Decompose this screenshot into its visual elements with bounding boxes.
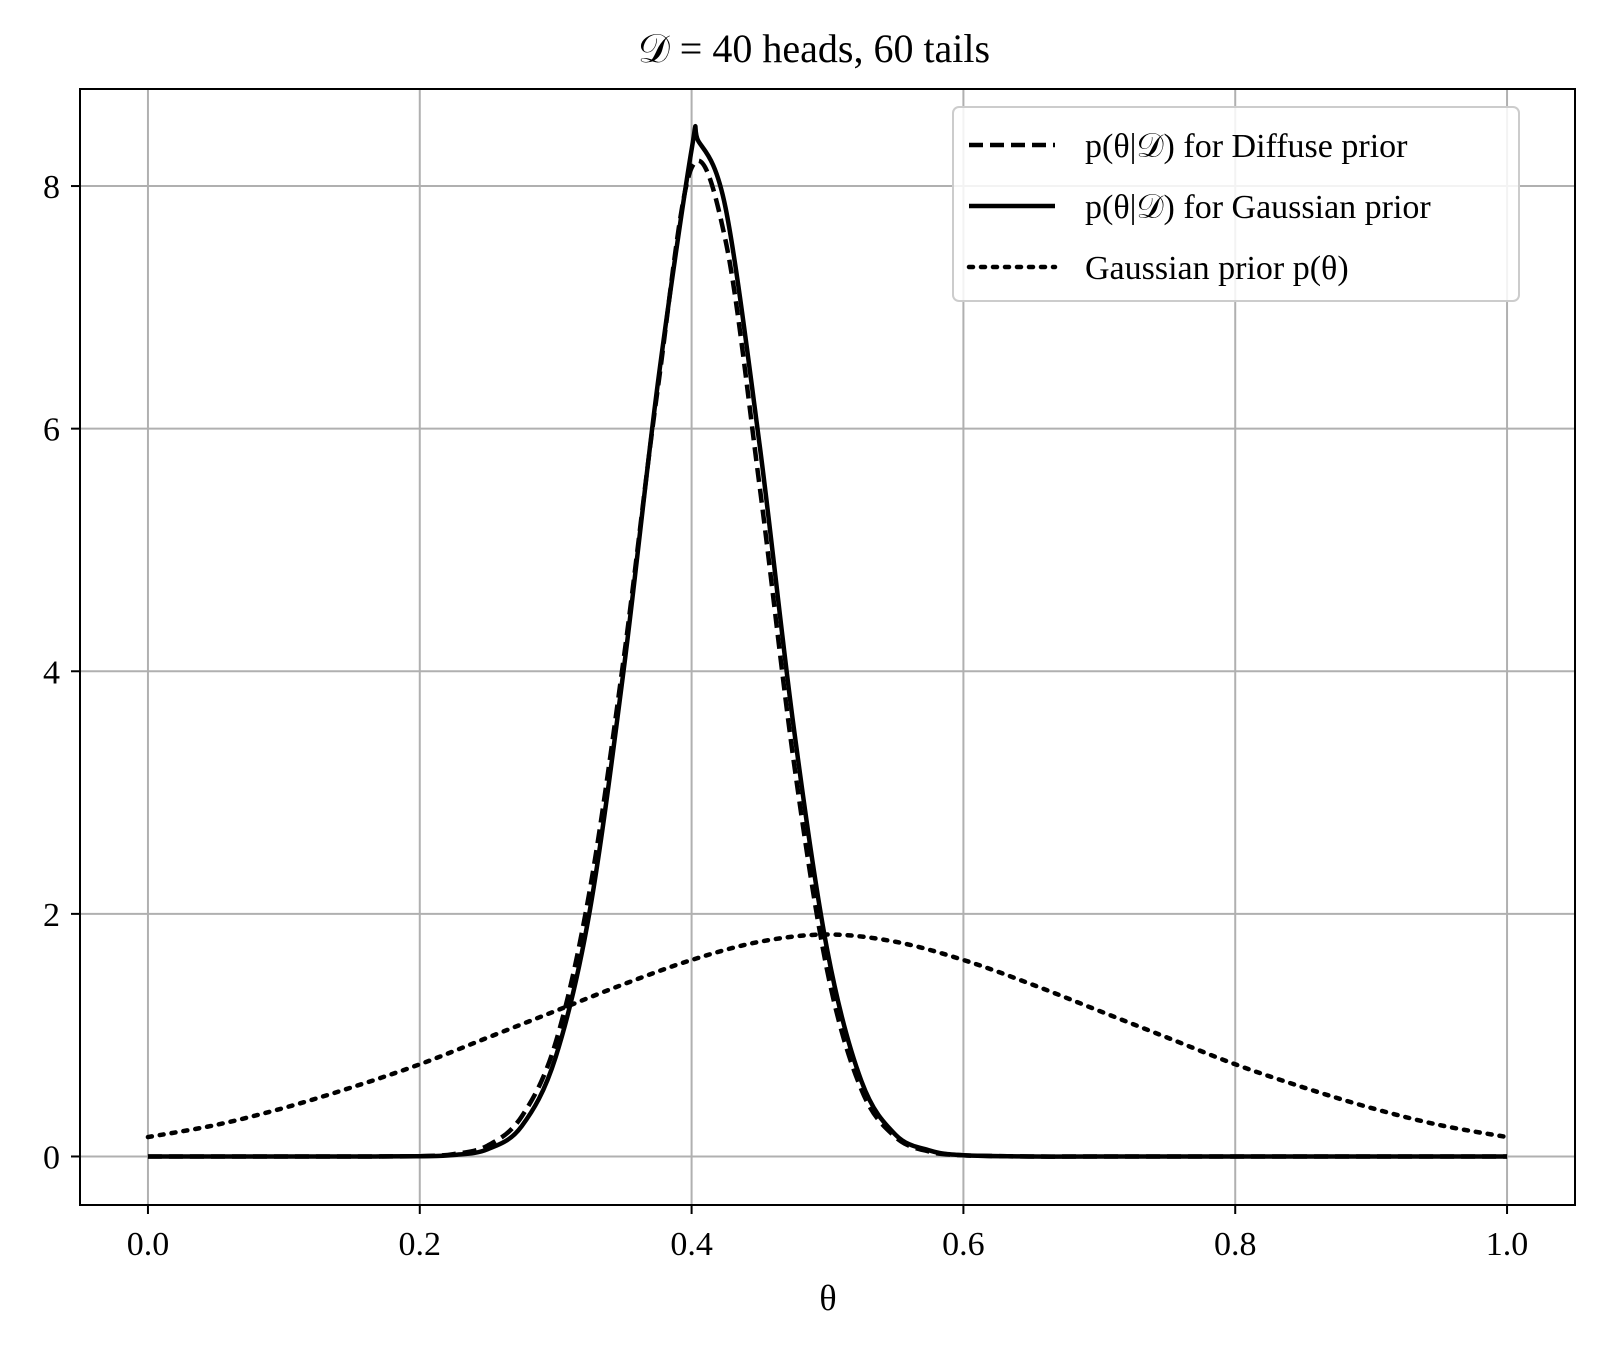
series-layer [145, 123, 1510, 1159]
plot-area-frame [79, 88, 1576, 1206]
legend-label-gaussian-prior-p: Gaussian prior p(θ) [1085, 250, 1349, 287]
x-tick-label: 0.0 [127, 1226, 170, 1263]
x-tick-label: 1.0 [1486, 1226, 1529, 1263]
series-line-dotted [145, 932, 1510, 1140]
chart-title: 𝒟 = 40 heads, 60 tails [638, 26, 990, 71]
y-tick-label: 8 [43, 169, 60, 206]
x-tick-label: 0.6 [942, 1226, 985, 1263]
y-tick-label: 2 [43, 897, 60, 934]
x-tick-label: 0.8 [1214, 1226, 1257, 1263]
tick-layer: 0.0 0.2 0.4 0.6 0.8 1.0 0 2 4 6 8 [43, 169, 1528, 1263]
y-tick-label: 6 [43, 412, 60, 449]
legend-label-p-for-gaussian-prior: p(θ|𝒟) for Gaussian prior [1085, 189, 1431, 226]
legend-box [952, 106, 1520, 302]
x-tick-label: 0.4 [670, 1226, 713, 1263]
x-tick-label: 0.2 [399, 1226, 442, 1263]
legend: p(θ|𝒟) for Diffuse prior p(θ|𝒟) for Gauss… [952, 106, 1520, 302]
series-line-solid [147, 123, 1508, 1159]
legend-label-p-for-diffuse-prior: p(θ|𝒟) for Diffuse prior [1085, 128, 1408, 165]
x-axis-label: θ [819, 1278, 836, 1318]
y-tick-label: 0 [43, 1139, 60, 1176]
y-tick-label: 4 [43, 654, 60, 691]
